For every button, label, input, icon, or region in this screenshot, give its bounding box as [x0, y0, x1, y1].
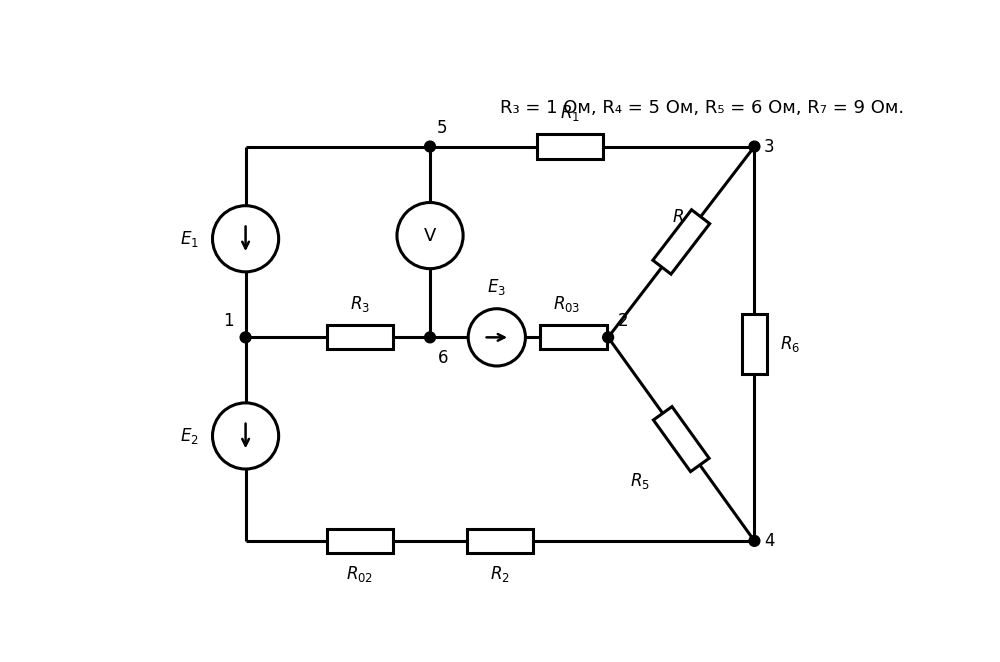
Circle shape	[603, 332, 614, 343]
Circle shape	[468, 308, 525, 366]
Text: 2: 2	[618, 312, 628, 330]
Text: R₃ = 1 Ом, R₄ = 5 Ом, R₅ = 6 Ом, R₇ = 9 Ом.: R₃ = 1 Ом, R₄ = 5 Ом, R₅ = 6 Ом, R₇ = 9 …	[500, 99, 904, 117]
FancyBboxPatch shape	[537, 134, 603, 159]
Circle shape	[240, 332, 251, 343]
Text: $R_2$: $R_2$	[490, 565, 510, 585]
FancyBboxPatch shape	[653, 406, 709, 471]
Circle shape	[425, 141, 435, 152]
Text: $R_{03}$: $R_{03}$	[553, 294, 581, 314]
Text: 1: 1	[224, 312, 234, 330]
Text: 3: 3	[764, 138, 775, 156]
FancyBboxPatch shape	[742, 314, 767, 374]
FancyBboxPatch shape	[327, 325, 393, 350]
Circle shape	[425, 332, 435, 343]
Text: $E_1$: $E_1$	[180, 229, 199, 249]
Circle shape	[213, 403, 279, 469]
FancyBboxPatch shape	[653, 210, 710, 274]
Text: 4: 4	[764, 532, 774, 550]
FancyBboxPatch shape	[327, 529, 393, 553]
Text: $E_2$: $E_2$	[180, 426, 199, 446]
Circle shape	[749, 141, 760, 152]
Circle shape	[213, 206, 279, 272]
Text: $R_5$: $R_5$	[630, 471, 649, 491]
Circle shape	[397, 203, 463, 269]
Text: $R_{02}$: $R_{02}$	[346, 565, 374, 585]
Text: $R_3$: $R_3$	[350, 294, 370, 314]
Text: 6: 6	[438, 349, 448, 367]
Text: V: V	[424, 226, 436, 244]
FancyBboxPatch shape	[540, 325, 607, 350]
Text: $E_3$: $E_3$	[487, 277, 506, 297]
Text: $R_1$: $R_1$	[560, 103, 580, 123]
Text: $R_6$: $R_6$	[780, 334, 801, 354]
FancyBboxPatch shape	[467, 529, 533, 553]
Text: 5: 5	[436, 119, 447, 137]
Text: $R_4$: $R_4$	[672, 207, 693, 227]
Circle shape	[749, 536, 760, 546]
